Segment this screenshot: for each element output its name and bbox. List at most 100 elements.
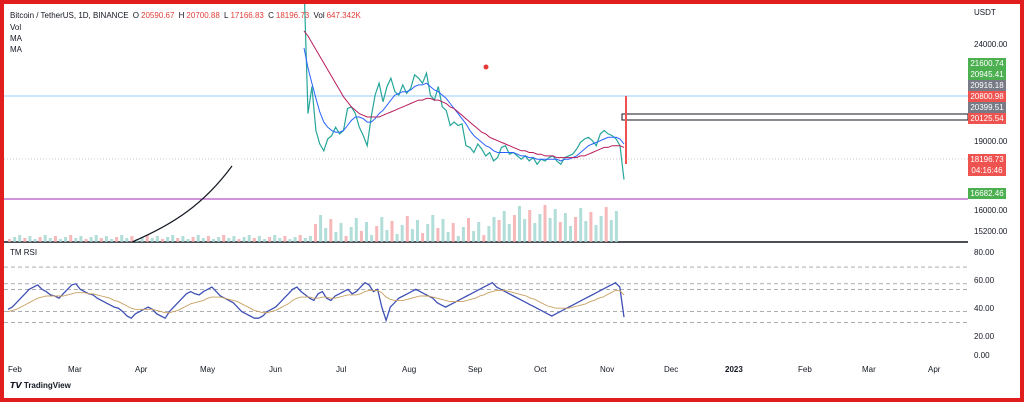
y-tick-label: 15200.00 [974, 227, 1008, 236]
volume-bar [431, 215, 435, 242]
volume-bar [553, 209, 557, 242]
price-series-line [304, 4, 625, 180]
x-tick-label: Dec [664, 365, 679, 374]
volume-bar [426, 224, 430, 242]
volume-bar [456, 236, 460, 242]
price-tag: 20125.54 [968, 113, 1006, 124]
low-value: 17166.83 [230, 11, 264, 20]
volume-bar [206, 236, 210, 242]
volume-bar [161, 239, 164, 242]
volume-bar [482, 235, 486, 242]
volume-bar [99, 238, 103, 242]
volume-bar [354, 218, 358, 242]
volume-bar [359, 231, 363, 242]
volume-bar [135, 239, 139, 242]
countdown-tag: 04:16:46 [968, 165, 1006, 176]
drawn-curve [131, 165, 233, 243]
chart-canvas[interactable] [4, 4, 1020, 398]
x-tick-label: Apr [928, 365, 941, 374]
volume-bar [533, 223, 537, 242]
price-tag: 20800.98 [968, 91, 1006, 102]
volume-bar [227, 238, 231, 242]
volume-bar [242, 237, 246, 242]
x-tick-label: Oct [534, 365, 547, 374]
x-tick-label: Jun [269, 365, 282, 374]
volume-bar [324, 228, 328, 242]
volume-bar [512, 215, 516, 242]
volume-bar [222, 235, 226, 242]
rsi-tick-label: 40.00 [974, 304, 995, 313]
y-tick-label: 24000.00 [974, 40, 1008, 49]
rsi-signal-line [7, 289, 625, 314]
volume-bar [492, 217, 496, 242]
volume-bar [594, 225, 598, 242]
volume-bar [8, 239, 11, 242]
volume-bar [563, 213, 567, 242]
volume-bar [538, 214, 542, 242]
volume-bar [176, 238, 180, 242]
volume-bar [84, 239, 88, 242]
volume-bar [59, 239, 62, 242]
volume-bar [125, 238, 129, 242]
price-tag: 16682.46 [968, 188, 1006, 199]
volume-bar [390, 221, 394, 242]
volume-bar [451, 223, 455, 242]
volume-bar [23, 238, 27, 242]
volume-bar [421, 233, 425, 242]
volume-bar [298, 235, 302, 242]
volume-bar [405, 216, 409, 242]
volume-bar [461, 227, 465, 242]
rsi-tick-label: 80.00 [974, 248, 995, 257]
chart-frame: Bitcoin / TetherUS, 1D, BINANCE O 20590.6… [4, 4, 1020, 398]
volume-bar [145, 235, 149, 242]
volume-bar [110, 239, 113, 242]
indicator-ma-2[interactable]: MA [10, 45, 22, 54]
x-tick-label: Feb [798, 365, 812, 374]
currency-label: USDT [974, 8, 996, 17]
volume-bar [477, 222, 481, 242]
volume-bar [283, 236, 287, 242]
volume-bar [171, 235, 175, 242]
tradingview-logo[interactable]: 𝙏𝙑 TradingView [10, 381, 71, 390]
volume-bar [441, 219, 445, 242]
x-tick-label: Nov [600, 365, 615, 374]
volume-bar [599, 216, 603, 242]
volume-bar [614, 211, 618, 242]
moving-average-line [303, 47, 625, 162]
volume-bar [584, 221, 588, 242]
volume-bar [89, 237, 93, 242]
volume-bar [38, 237, 42, 242]
volume-bar [237, 239, 241, 242]
volume-bar [574, 217, 578, 242]
high-label: H [178, 11, 185, 20]
volume-bar [64, 237, 68, 242]
volume-bar [263, 239, 266, 242]
volume-bar [69, 235, 73, 242]
price-tag: 20945.41 [968, 69, 1006, 80]
indicator-ma-1[interactable]: MA [10, 34, 22, 43]
volume-bar [543, 205, 547, 242]
y-tick-label: 19000.00 [974, 137, 1008, 146]
tradingview-logo-icon: 𝙏𝙑 [10, 381, 24, 390]
indicator-vol[interactable]: Vol [10, 23, 22, 32]
symbol-header: Bitcoin / TetherUS, 1D, BINANCE O 20590.6… [10, 10, 363, 22]
vol-value: 647.342K [326, 11, 361, 20]
volume-bar [604, 207, 608, 242]
volume-bar [191, 237, 195, 242]
volume-bar [349, 227, 353, 242]
rsi-label[interactable]: TM RSI [10, 248, 38, 257]
volume-bar [339, 223, 343, 242]
volume-bar [130, 236, 134, 242]
volume-bar [334, 232, 338, 242]
volume-bar [589, 212, 593, 242]
x-tick-label: Aug [402, 365, 417, 374]
volume-bar [436, 228, 440, 242]
volume-bar [523, 219, 527, 242]
x-tick-label: Feb [8, 365, 22, 374]
volume-bar [13, 237, 17, 242]
volume-bar [94, 235, 98, 242]
volume-bar [319, 215, 323, 242]
volume-bar [257, 236, 261, 242]
volume-bar [28, 236, 32, 242]
volume-bar [273, 235, 277, 242]
